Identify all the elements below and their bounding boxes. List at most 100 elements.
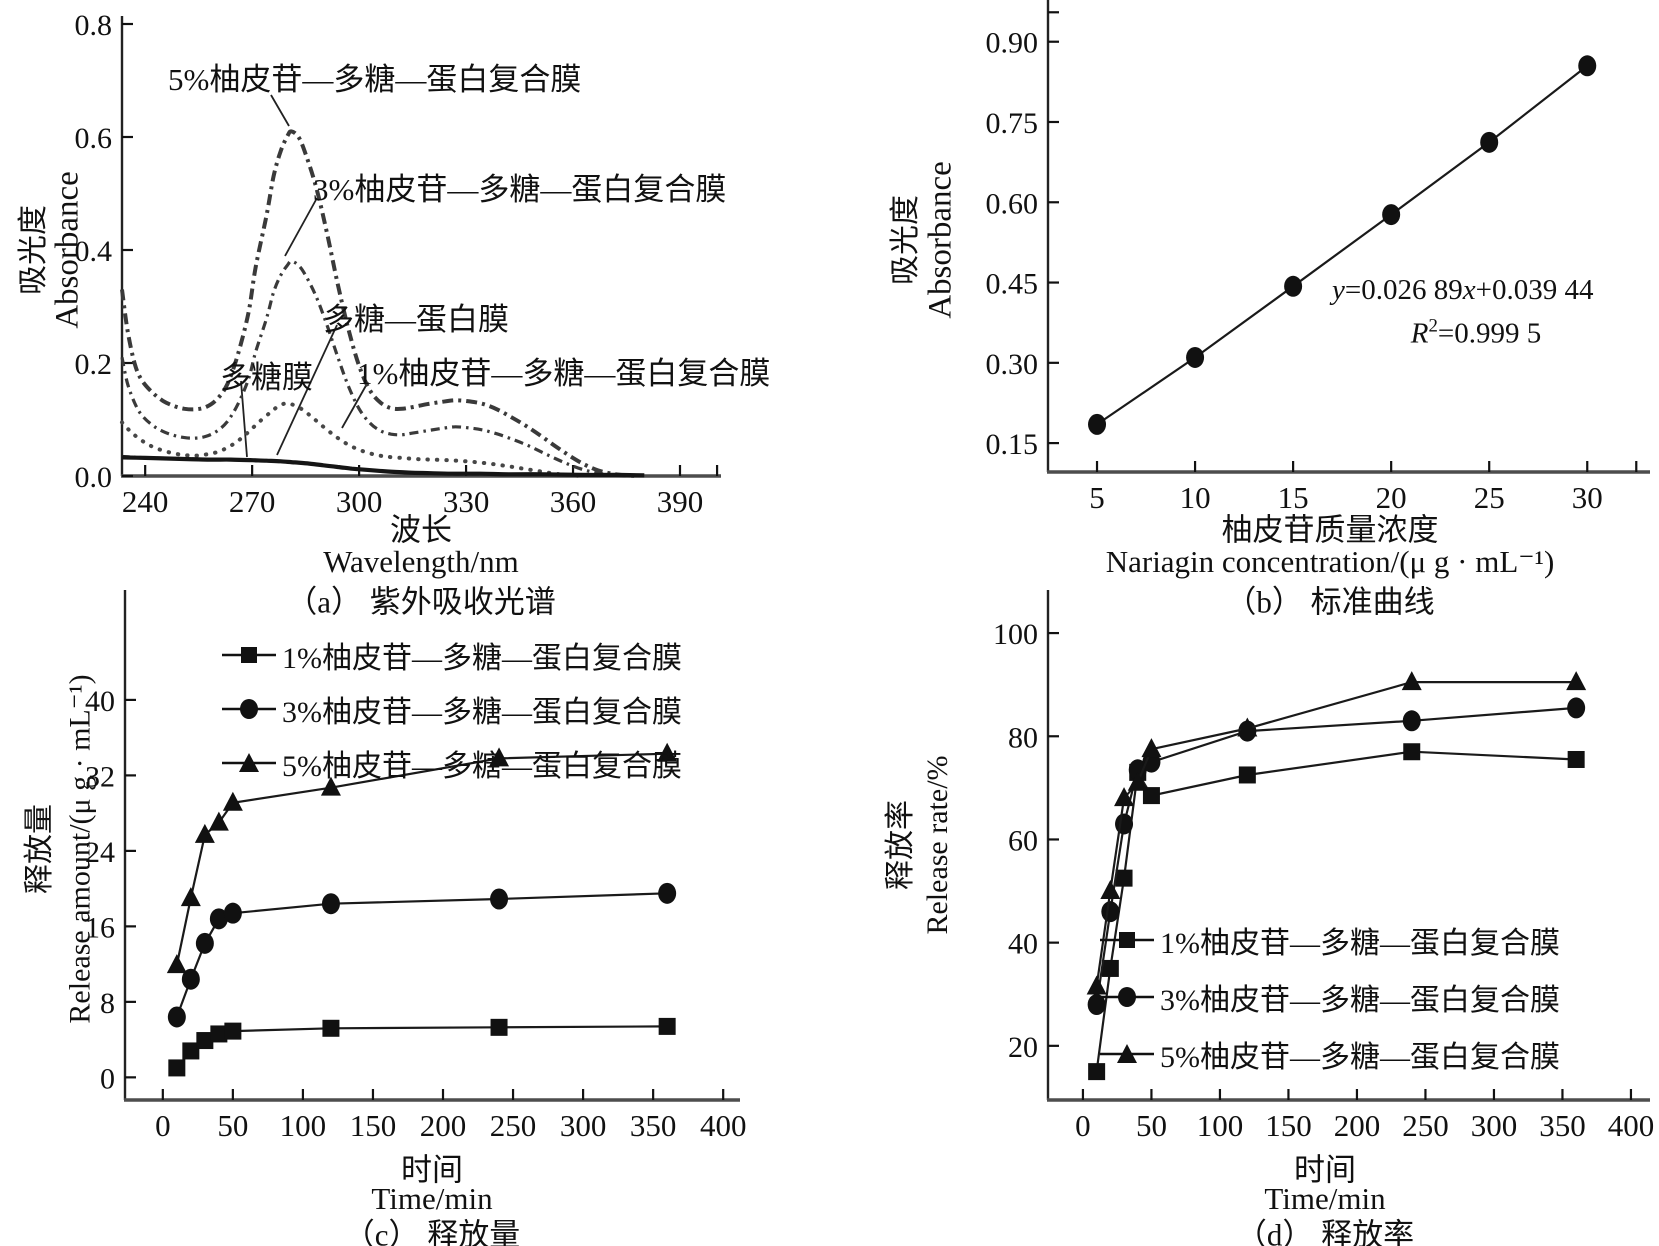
- panel-c-ylabel-en: Release amount/(μ g · mL⁻¹): [63, 674, 97, 1024]
- legend-label: 5%柚皮苷—多糖—蛋白复合膜: [282, 750, 682, 783]
- y-tick-label: 0.75: [986, 107, 1039, 140]
- data-point-circle: [1088, 413, 1107, 435]
- data-point-circle: [1382, 204, 1401, 226]
- annotation-polysaccharide-protein-film: 多糖—蛋白膜: [323, 302, 509, 337]
- x-tick-label: 200: [1334, 1108, 1381, 1143]
- legend-item-3pct: 3%柚皮苷—多糖—蛋白复合膜: [222, 687, 682, 731]
- data-point-circle: [1087, 994, 1106, 1016]
- x-tick-label: 30: [1572, 480, 1603, 515]
- x-tick-label: 10: [1180, 480, 1211, 515]
- data-point-square: [1567, 750, 1585, 768]
- legend-item-5pct: 5%柚皮苷—多糖—蛋白复合膜: [222, 741, 682, 785]
- x-tick-label: 250: [1402, 1108, 1449, 1143]
- panel-d-xlabel-en: Time/min: [1264, 1181, 1386, 1216]
- pointer-polysaccharide-protein-film: [276, 324, 338, 456]
- equation-body: =0.026 89: [1344, 274, 1463, 306]
- x-tick-label: 5: [1089, 480, 1105, 515]
- panel-d-legend: 1%柚皮苷—多糖—蛋白复合膜 3%柚皮苷—多糖—蛋白复合膜 5%柚皮苷—多糖—蛋…: [1100, 918, 1560, 1076]
- pointer-1pct-film: [341, 381, 369, 429]
- data-point-triangle: [1401, 671, 1422, 691]
- y-tick-label: 40: [1008, 928, 1038, 961]
- r-squared-value: R2=0.999 5: [1411, 316, 1542, 351]
- panel-a-caption: （a） 紫外吸收光谱: [286, 584, 556, 620]
- legend-square-marker-icon: [222, 647, 276, 663]
- data-point-triangle: [166, 954, 187, 974]
- data-point-triangle: [1114, 787, 1135, 807]
- r-var: R: [1410, 317, 1429, 350]
- y-tick-label: 0.30: [986, 348, 1039, 381]
- data-point-square: [1101, 959, 1119, 977]
- legend-item-5pct: 5%柚皮苷—多糖—蛋白复合膜: [1100, 1032, 1560, 1076]
- series-line-film3: [175, 892, 668, 1018]
- series-line-film5: [175, 752, 668, 966]
- x-tick-label: 25: [1474, 480, 1505, 515]
- x-tick-label: 300: [560, 1108, 607, 1143]
- annotation-5pct-film: 5%柚皮苷—多糖—蛋白复合膜: [168, 62, 582, 97]
- panel-a: 240 270 300 330 360 390 0.0 0.2 0.4 0.6 0.8: [75, 9, 721, 519]
- data-point-triangle: [1127, 771, 1148, 791]
- panel-d-xlabel-cn: 时间: [1294, 1152, 1356, 1188]
- y-tick-label: 80: [1008, 721, 1038, 754]
- panel-d-ylabel-cn: 释放率: [884, 800, 917, 890]
- equation-tail: +0.039 44: [1475, 274, 1594, 306]
- series-line-film1: [1095, 750, 1577, 1072]
- data-point-circle: [658, 882, 677, 904]
- x-tick-label: 15: [1278, 480, 1309, 515]
- panel-c-xlabel-en: Time/min: [371, 1181, 493, 1216]
- panel-c: 0 50 100 150 200 250 300 350 400 0 8 16 24 32 40: [85, 590, 746, 1143]
- data-point-circle: [167, 1006, 186, 1028]
- panel-b-xlabel-cn: 柚皮苷质量浓度: [1221, 512, 1439, 548]
- legend-label: 3%柚皮苷—多糖—蛋白复合膜: [1160, 984, 1560, 1017]
- data-point-triangle: [1141, 738, 1162, 758]
- equation-x-var: x: [1462, 274, 1476, 306]
- data-point-triangle: [180, 887, 201, 907]
- x-tick-label: 360: [550, 484, 597, 519]
- legend-label: 3%柚皮苷—多糖—蛋白复合膜: [282, 696, 682, 729]
- data-point-square: [490, 1018, 508, 1036]
- legend-triangle-marker-icon: [222, 753, 276, 772]
- panel-c-ylabel-cn: 释放量: [23, 804, 56, 894]
- data-point-square: [1403, 743, 1421, 761]
- data-point-circle: [1578, 55, 1597, 77]
- data-point-circle: [490, 888, 509, 910]
- x-tick-label: 400: [1608, 1108, 1655, 1143]
- data-point-square: [168, 1059, 186, 1077]
- data-point-square: [196, 1032, 214, 1050]
- annotation-polysaccharide-film: 多糖膜: [220, 360, 313, 395]
- panel-a-xlabel-en: Wavelength/nm: [323, 544, 519, 579]
- data-point-circle: [1128, 759, 1147, 781]
- legend-item-3pct: 3%柚皮苷—多糖—蛋白复合膜: [1100, 975, 1560, 1019]
- x-tick-label: 300: [336, 484, 383, 519]
- data-point-square: [224, 1022, 242, 1040]
- x-tick-label: 330: [443, 484, 490, 519]
- series-line-film5: [1095, 680, 1577, 987]
- data-point-circle: [195, 932, 214, 954]
- x-tick-label: 200: [420, 1108, 467, 1143]
- legend-circle-marker-icon: [222, 699, 276, 719]
- panel-d-ylabel-en: Release rate/%: [921, 755, 954, 935]
- annotation-1pct-film: 1%柚皮苷—多糖—蛋白复合膜: [357, 356, 771, 391]
- data-point-circle: [1480, 131, 1499, 153]
- y-tick-label: 100: [993, 618, 1038, 651]
- data-point-circle: [181, 968, 200, 990]
- y-tick-label: 0.60: [986, 187, 1039, 220]
- equation-y-var: y: [1332, 274, 1345, 306]
- y-tick-label: 60: [1008, 824, 1038, 857]
- data-point-square: [210, 1025, 228, 1043]
- annotation-3pct-film: 3%柚皮苷—多糖—蛋白复合膜: [313, 172, 727, 207]
- pointer-polysaccharide-film: [240, 380, 248, 458]
- legend-item-1pct: 1%柚皮苷—多糖—蛋白复合膜: [1100, 918, 1560, 962]
- data-point-triangle: [1566, 671, 1587, 691]
- x-tick-label: 20: [1376, 480, 1407, 515]
- data-point-square: [1088, 1063, 1106, 1081]
- x-tick-label: 350: [630, 1108, 677, 1143]
- legend-label: 5%柚皮苷—多糖—蛋白复合膜: [1160, 1041, 1560, 1074]
- regression-equation: y=0.026 89x+0.039 44: [1332, 274, 1593, 307]
- legend-triangle-marker-icon: [1100, 1044, 1154, 1063]
- y-tick-label: 32: [85, 760, 115, 793]
- data-point-circle: [1567, 697, 1586, 719]
- panel-c-legend: 1%柚皮苷—多糖—蛋白复合膜 3%柚皮苷—多糖—蛋白复合膜 5%柚皮苷—多糖—蛋…: [222, 633, 682, 785]
- data-point-square: [658, 1017, 676, 1035]
